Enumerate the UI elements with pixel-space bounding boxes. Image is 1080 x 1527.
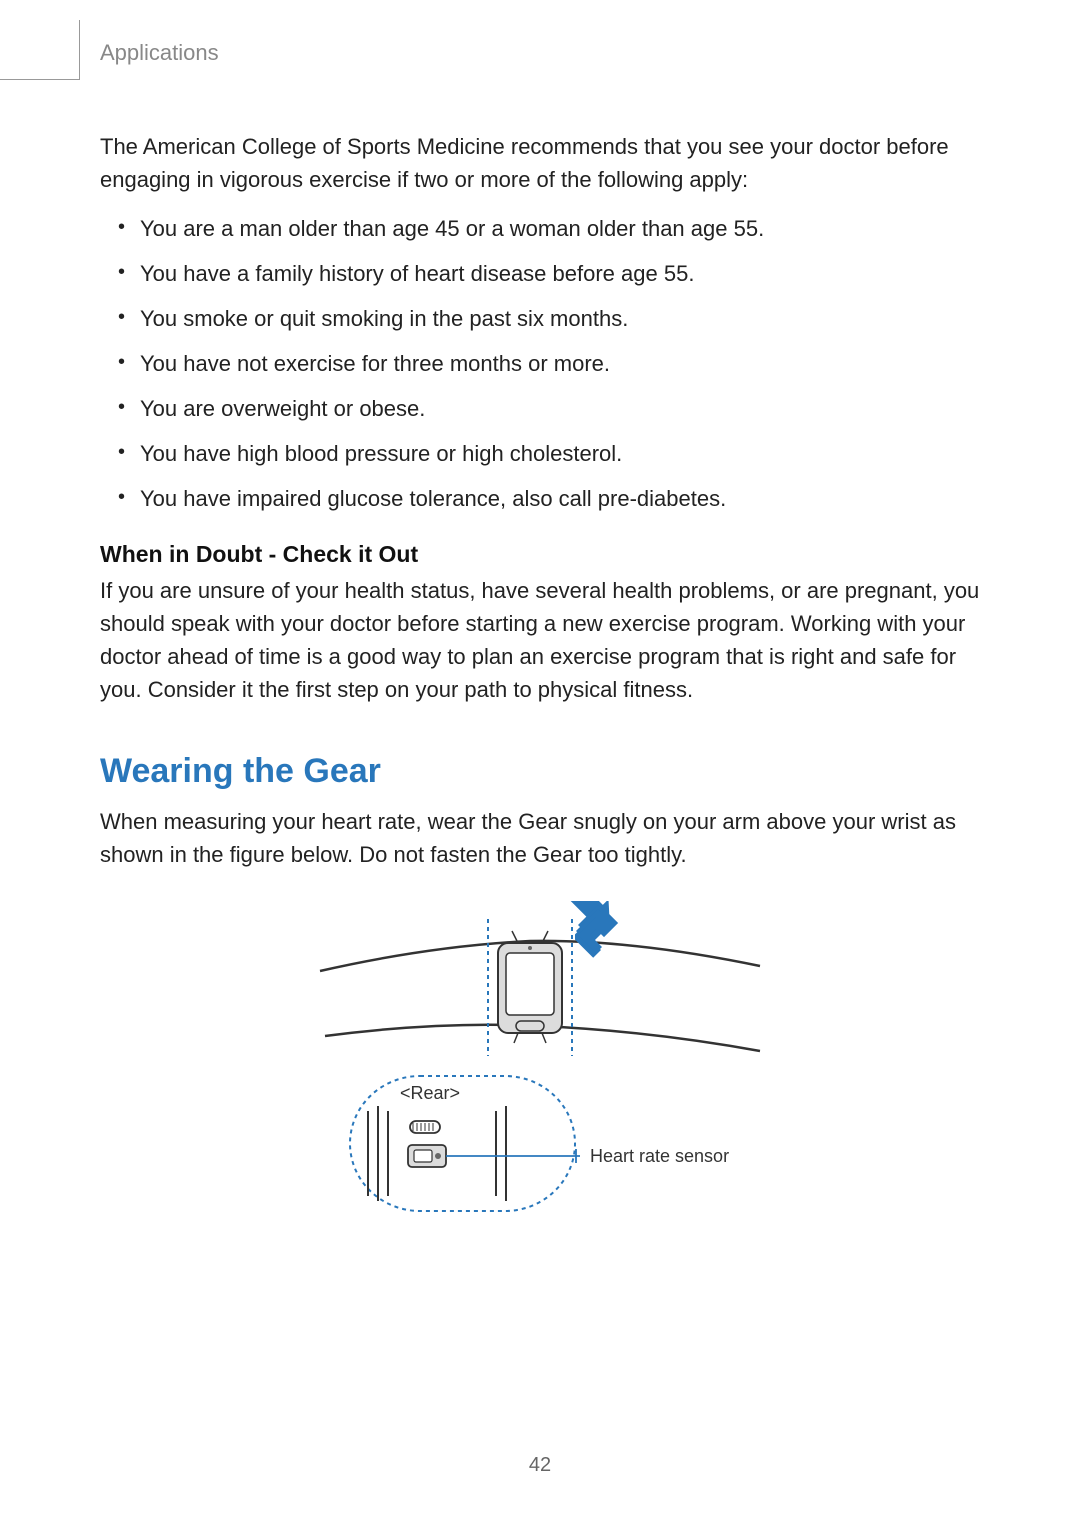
watch-top-icon <box>498 931 562 1043</box>
list-item: You have high blood pressure or high cho… <box>100 431 980 476</box>
list-item: You are overweight or obese. <box>100 386 980 431</box>
subsection-heading: When in Doubt - Check it Out <box>100 541 980 568</box>
section-title: Wearing the Gear <box>100 752 980 791</box>
header-corner-mark <box>0 20 80 80</box>
header-section-label: Applications <box>100 40 219 66</box>
rear-label: <Rear> <box>400 1083 460 1103</box>
section-intro: When measuring your heart rate, wear the… <box>100 805 980 871</box>
list-item: You smoke or quit smoking in the past si… <box>100 296 980 341</box>
watch-rear-icon <box>408 1121 446 1167</box>
heart-rate-callout: Heart rate sensor <box>590 1146 729 1166</box>
page-number: 42 <box>529 1454 551 1477</box>
list-item: You are a man older than age 45 or a wom… <box>100 206 980 251</box>
intro-paragraph: The American College of Sports Medicine … <box>100 130 980 196</box>
list-item: You have impaired glucose tolerance, als… <box>100 476 980 521</box>
gear-wearing-figure: <Rear> Heart rate sensor <box>280 901 800 1231</box>
criteria-list: You are a man older than age 45 or a wom… <box>100 206 980 521</box>
list-item: You have a family history of heart disea… <box>100 251 980 296</box>
list-item: You have not exercise for three months o… <box>100 341 980 386</box>
subsection-body: If you are unsure of your health status,… <box>100 574 980 706</box>
